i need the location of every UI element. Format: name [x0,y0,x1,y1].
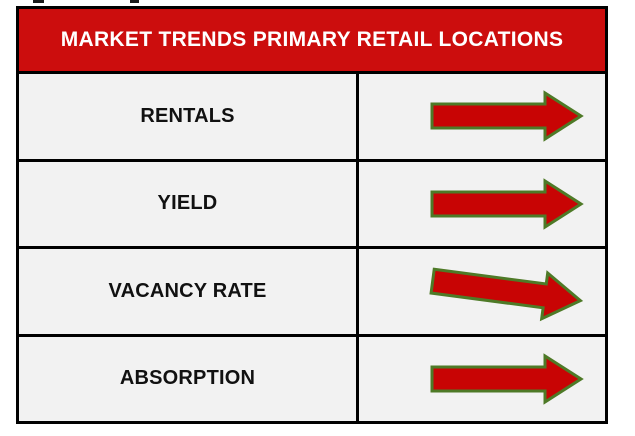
trend-cell [359,162,605,247]
trend-arrow-right-icon [430,90,584,142]
indicator-cell: YIELD [19,161,359,246]
indicator-label: RENTALS [140,104,235,127]
indicator-label: ABSORPTION [119,367,256,390]
indicator-cell: RENTALS [19,74,359,159]
table-title: MARKET TRENDS PRIMARY RETAIL LOCATIONS [60,28,564,51]
table-row-yield: YIELD [19,158,605,247]
trend-cell [359,249,605,334]
indicator-cell: VACANCY RATE [19,249,359,334]
table-row-rentals: RENTALS [19,71,605,159]
table-header: MARKET TRENDS PRIMARY RETAIL LOCATIONS [19,9,605,71]
indicator-label: VACANCY RATE [108,279,267,302]
market-trends-table: MARKET TRENDS PRIMARY RETAIL LOCATIONS R… [16,6,608,424]
trend-arrow-right-icon [430,178,584,230]
cropped-text-artifact [130,0,139,3]
trend-cell [359,74,605,159]
trend-arrow-down-right-icon [429,267,584,322]
trend-cell [359,337,605,422]
indicator-label: YIELD [157,192,218,215]
table-row-absorption: ABSORPTION [19,333,605,422]
indicator-cell: ABSORPTION [19,336,359,421]
trend-arrow-right-icon [430,353,584,405]
cropped-text-artifact [33,0,44,3]
table-row-vacancy-rate: VACANCY RATE [19,246,605,334]
